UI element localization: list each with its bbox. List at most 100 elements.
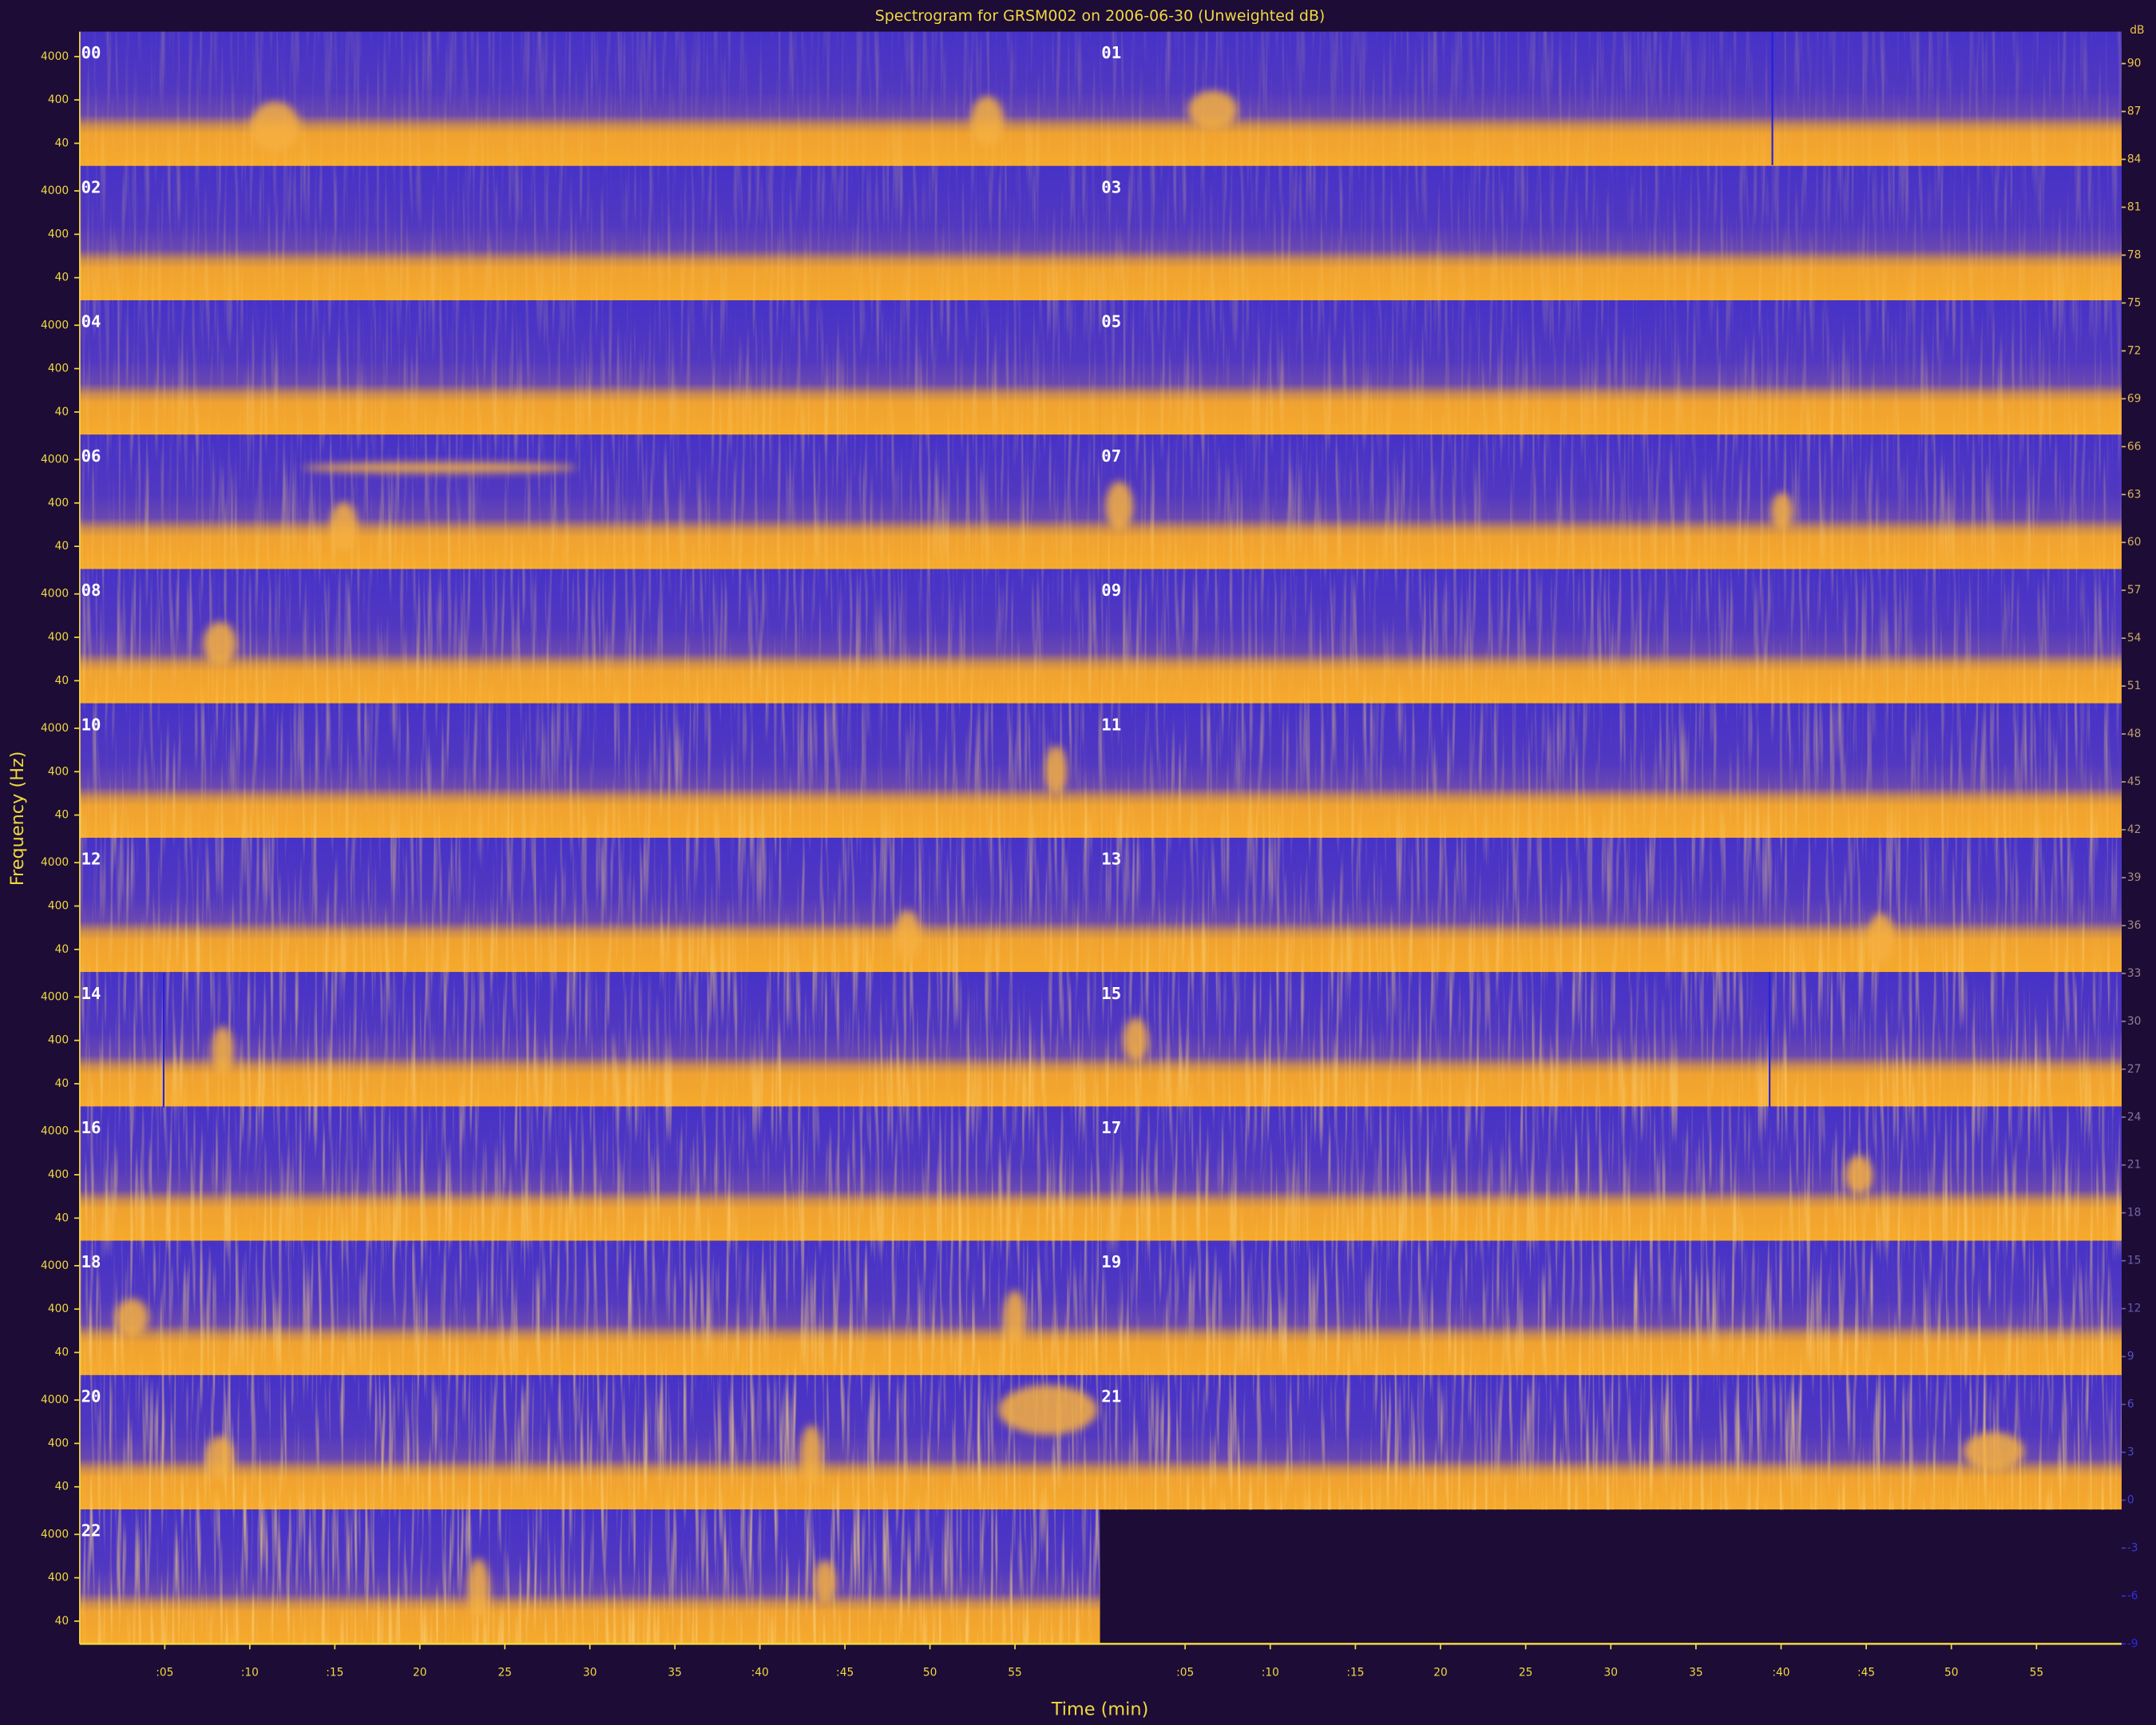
sound-event — [970, 96, 1005, 146]
panel-label: 03 — [1101, 177, 1121, 196]
x-tick-label: 25 — [497, 1667, 512, 1679]
panel-label: 13 — [1101, 850, 1121, 869]
spectrogram-texture — [1100, 569, 2122, 704]
x-tick-label: 30 — [1603, 1667, 1618, 1679]
x-tick-label: :45 — [836, 1667, 854, 1679]
y-tick-label: 4000 — [41, 722, 69, 735]
colorbar-tick-label: 63 — [2127, 488, 2142, 501]
x-tick-label: :40 — [1772, 1667, 1789, 1679]
y-tick-label: 40 — [55, 943, 69, 956]
y-tick-label: 400 — [48, 363, 69, 375]
spectrogram-texture — [1100, 31, 2122, 166]
spectrogram-texture — [1100, 165, 2122, 301]
colorbar-tick-label: 78 — [2127, 248, 2142, 261]
spectrogram-texture — [79, 569, 1100, 704]
sound-event — [894, 910, 921, 961]
y-tick-label: 4000 — [41, 990, 69, 1003]
x-tick-label: 35 — [668, 1667, 682, 1679]
y-tick-label: 400 — [48, 228, 69, 240]
sound-event — [212, 1025, 234, 1076]
chart-title: Spectrogram for GRSM002 on 2006-06-30 (U… — [875, 7, 1326, 25]
x-tick-label: 55 — [2030, 1667, 2044, 1679]
colorbar-tick-label: 0 — [2127, 1493, 2134, 1506]
x-tick-label: 20 — [1433, 1667, 1448, 1679]
x-tick-label: 50 — [923, 1667, 937, 1679]
sound-event — [1845, 1155, 1873, 1195]
colorbar-tick-label: 90 — [2127, 58, 2142, 70]
y-tick-label: 40 — [55, 1346, 69, 1359]
panel-label: 09 — [1101, 581, 1121, 600]
x-axis-label: Time (min) — [1051, 1699, 1149, 1720]
x-tick-label: 30 — [583, 1667, 597, 1679]
colorbar-tick-label: 51 — [2127, 680, 2142, 692]
colorbar-tick-label: 18 — [2127, 1207, 2142, 1219]
colorbar-tick-label: 36 — [2127, 919, 2142, 932]
x-tick-label: 35 — [1689, 1667, 1703, 1679]
panel-label: 19 — [1101, 1252, 1121, 1271]
y-tick-label: 4000 — [41, 453, 69, 466]
panel-label: 04 — [81, 312, 101, 331]
colorbar-tick-label: 12 — [2127, 1303, 2142, 1315]
colorbar-tick-label: 42 — [2127, 823, 2142, 836]
y-tick-label: 400 — [48, 1168, 69, 1181]
y-tick-label: 4000 — [41, 1394, 69, 1406]
y-tick-label: 4000 — [41, 50, 69, 63]
sound-event — [250, 101, 300, 152]
spectrogram-features — [115, 90, 2024, 1620]
panel-label: 16 — [81, 1118, 101, 1137]
y-tick-label: 4000 — [41, 1528, 69, 1541]
spectrogram-texture — [79, 972, 1100, 1107]
y-tick-label: 4000 — [41, 184, 69, 197]
colorbar-tick-label: 33 — [2127, 967, 2142, 980]
colorbar-tick-label: 21 — [2127, 1159, 2142, 1172]
colorbar-tick-label: 30 — [2127, 1015, 2142, 1028]
x-tick-label: 50 — [1944, 1667, 1959, 1679]
spectrogram-texture — [79, 165, 1100, 301]
spectrogram-texture — [79, 300, 1100, 435]
y-tick-label: 40 — [55, 809, 69, 822]
axes: 4040040004040040004040040004040040004040… — [41, 31, 2142, 1679]
panel-label: 20 — [81, 1386, 101, 1406]
panel-label: 11 — [1101, 715, 1121, 734]
colorbar-tick-label: 54 — [2127, 632, 2142, 644]
y-tick-label: 40 — [55, 1077, 69, 1090]
spectrogram-texture — [79, 1106, 1100, 1241]
colorbar-tick-label: 81 — [2127, 200, 2142, 213]
colorbar-tick-label: -3 — [2127, 1541, 2138, 1554]
x-tick-label: :10 — [1262, 1667, 1279, 1679]
colorbar-tick-label: 6 — [2127, 1398, 2134, 1411]
colorbar-tick-label: 75 — [2127, 296, 2142, 309]
y-tick-label: 40 — [55, 406, 69, 418]
spectrogram-texture — [79, 1240, 1100, 1375]
colorbar-tick-label: 24 — [2127, 1111, 2142, 1124]
spectrogram-texture — [1100, 1240, 2122, 1375]
colorbar-tick-label: 39 — [2127, 871, 2142, 884]
panel-label: 06 — [81, 446, 101, 466]
spectrogram-texture — [1100, 972, 2122, 1107]
sound-event — [1187, 90, 1238, 129]
sound-event — [1770, 492, 1793, 531]
x-tick-label: 55 — [1008, 1667, 1022, 1679]
panel-label: 10 — [81, 715, 101, 734]
y-tick-label: 4000 — [41, 319, 69, 331]
sound-event — [203, 621, 237, 666]
x-tick-label: 20 — [413, 1667, 427, 1679]
colorbar-tick-label: -6 — [2127, 1589, 2138, 1602]
panel-label: 00 — [81, 43, 101, 62]
y-tick-label: 4000 — [41, 588, 69, 601]
colorbar-tick-label: 60 — [2127, 536, 2142, 549]
panel-label: 02 — [81, 177, 101, 196]
y-tick-label: 40 — [55, 674, 69, 687]
sound-event — [800, 1425, 822, 1486]
panel-label: 18 — [81, 1252, 101, 1271]
y-tick-label: 400 — [48, 497, 69, 510]
spectrogram-texture — [79, 1374, 1100, 1510]
sound-event — [998, 1385, 1098, 1435]
y-tick-label: 400 — [48, 899, 69, 912]
colorbar-tick-label: 48 — [2127, 728, 2142, 740]
panels: 00 01 02 03 04 05 06 07 08 09 10 11 12 13 14 15 16 17 18 19… — [79, 31, 2122, 1644]
panel-label: 07 — [1101, 446, 1121, 466]
colorbar-tick-label: 84 — [2127, 153, 2142, 166]
x-tick-label: :40 — [751, 1667, 769, 1679]
colorbar-tick-label: 9 — [2127, 1350, 2134, 1363]
